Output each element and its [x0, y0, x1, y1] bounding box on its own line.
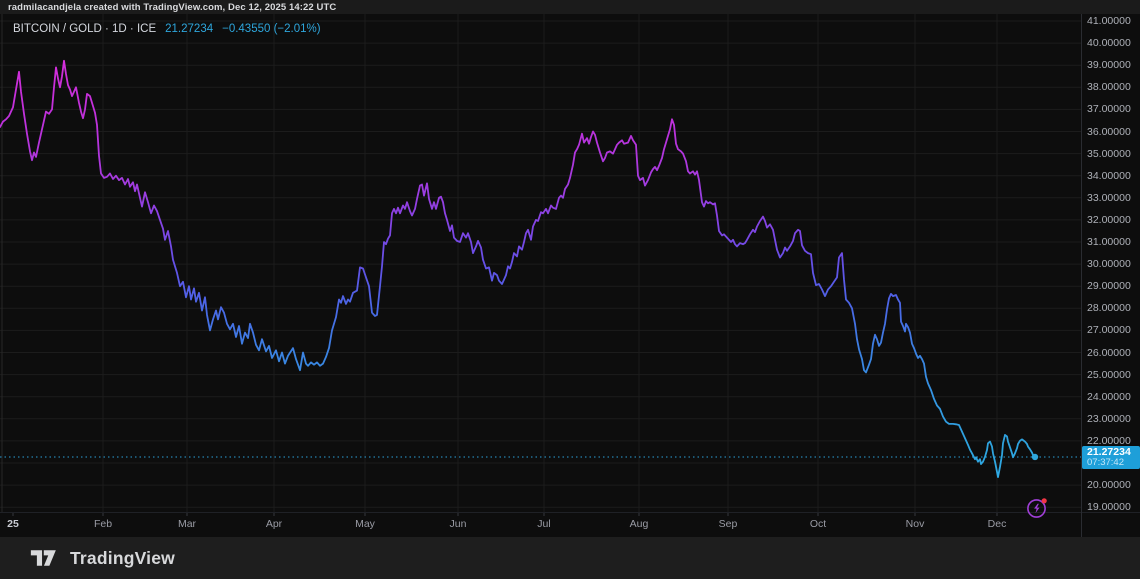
time-tick-label: Apr — [265, 518, 283, 530]
time-tick-label: Dec — [987, 518, 1007, 530]
price-tick-label: 31.00000 — [1087, 236, 1131, 248]
tradingview-logo-icon — [30, 550, 56, 566]
footer-bar: TradingView — [0, 537, 1140, 579]
notification-dot — [1041, 498, 1047, 504]
price-tick-label: 41.00000 — [1087, 15, 1131, 27]
price-tick-label: 30.00000 — [1087, 258, 1131, 271]
price-tick-label: 26.00000 — [1087, 346, 1131, 359]
time-tick-label: Sep — [718, 518, 738, 530]
price-tick-label: 20.00000 — [1087, 479, 1131, 492]
price-tick-label: 29.00000 — [1087, 280, 1131, 293]
legend-change: −0.43550 (−2.01%) — [222, 23, 321, 35]
time-tick-label: Feb — [93, 518, 113, 530]
time-tick-label: May — [355, 518, 375, 530]
time-tick-label: Jun — [449, 518, 467, 530]
lightning-icon — [1027, 498, 1047, 518]
chart-canvas[interactable] — [0, 14, 1140, 537]
tradingview-logo[interactable]: TradingView — [30, 548, 175, 569]
price-tick-label: 40.00000 — [1087, 37, 1131, 50]
symbol-legend[interactable]: BITCOIN / GOLD · 1D · ICE 21.27234 −0.43… — [13, 23, 321, 35]
time-scale[interactable]: 25 Feb Mar Apr May Jun Jul Aug Sep Oct Nov Dec — [0, 512, 1140, 537]
attribution-text: radmilacandjela created with TradingView… — [8, 1, 337, 13]
price-tick-label: 35.00000 — [1087, 147, 1131, 160]
price-tick-label: 22.00000 — [1087, 434, 1131, 447]
price-tick-label: 32.00000 — [1087, 213, 1131, 226]
time-tick-label: Nov — [905, 518, 925, 530]
last-price-value: 21.27234 — [1087, 445, 1131, 458]
price-tick-label: 33.00000 — [1087, 191, 1131, 204]
time-tick-label: Jul — [537, 518, 551, 530]
time-tick-label: Aug — [629, 518, 649, 530]
price-series-line — [0, 59, 1036, 479]
price-tick-label: 25.00000 — [1087, 368, 1131, 381]
time-tick-label: Mar — [177, 518, 197, 530]
legend-last-price: 21.27234 — [165, 23, 214, 35]
last-price-label: 21.27234 07:37:42 — [1082, 445, 1140, 469]
price-tick-label: 34.00000 — [1087, 169, 1131, 182]
symbol-title[interactable]: BITCOIN / GOLD · 1D · ICE — [13, 23, 157, 35]
price-scale[interactable]: 41.00000 40.00000 39.00000 38.00000 37.00000… — [1082, 14, 1140, 514]
attribution-bar: radmilacandjela created with TradingView… — [0, 0, 1140, 14]
chart-area: BITCOIN / GOLD · 1D · ICE 21.27234 −0.43… — [0, 14, 1140, 537]
price-tick-label: 38.00000 — [1087, 81, 1131, 94]
price-tick-label: 23.00000 — [1087, 412, 1131, 425]
price-tick-label: 24.00000 — [1087, 390, 1131, 403]
tradingview-logo-text: TradingView — [70, 547, 175, 568]
price-tick-label: 37.00000 — [1087, 103, 1131, 116]
last-price-dot — [1031, 453, 1039, 461]
price-tick-label: 28.00000 — [1087, 302, 1131, 315]
flash-alert-button[interactable] — [1024, 495, 1050, 521]
price-tick-label: 19.00000 — [1087, 501, 1131, 514]
bar-countdown: 07:37:42 — [1087, 456, 1124, 468]
time-tick-label: Oct — [809, 518, 827, 530]
price-tick-label: 27.00000 — [1087, 324, 1131, 337]
price-tick-label: 36.00000 — [1087, 125, 1131, 138]
price-tick-label: 39.00000 — [1087, 59, 1131, 72]
time-tick-label: 25 — [7, 518, 19, 530]
